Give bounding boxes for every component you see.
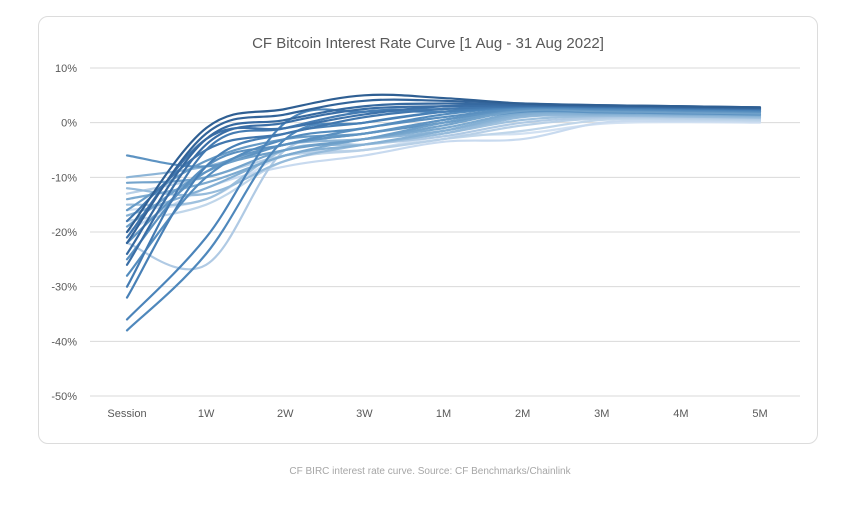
- x-axis: Session 1W 2W 3W 1M 2M 3M 4M 5M: [107, 408, 767, 420]
- figure-caption: CF BIRC interest rate curve. Source: CF …: [289, 466, 571, 477]
- x-tick-label: 2W: [277, 408, 294, 420]
- series-line: [125, 104, 762, 299]
- x-tick-label: 4M: [673, 408, 688, 420]
- x-tick-label: 1M: [436, 408, 451, 420]
- y-tick-label: -50%: [51, 391, 77, 403]
- chart-card: CF Bitcoin Interest Rate Curve [1 Aug - …: [38, 16, 818, 444]
- x-tick-label: 5M: [752, 408, 767, 420]
- series-line: [125, 108, 762, 228]
- y-tick-label: 0%: [61, 118, 77, 130]
- x-tick-label: 3W: [356, 408, 373, 420]
- y-tick-label: -40%: [51, 336, 77, 348]
- chart-title: CF Bitcoin Interest Rate Curve [1 Aug - …: [252, 35, 604, 52]
- x-tick-label: Session: [107, 408, 146, 420]
- y-tick-label: -30%: [51, 282, 77, 294]
- x-tick-label: 3M: [594, 408, 609, 420]
- y-axis: 10% 0% -10% -20% -30% -40% -50%: [51, 63, 77, 403]
- series-lines: [125, 93, 762, 332]
- y-tick-label: -20%: [51, 227, 77, 239]
- grid-lines: [90, 67, 800, 397]
- series-line: [125, 106, 762, 332]
- x-tick-label: 1W: [198, 408, 215, 420]
- y-tick-label: 10%: [55, 63, 77, 75]
- series-line: [125, 93, 762, 234]
- x-tick-label: 2M: [515, 408, 530, 420]
- y-tick-label: -10%: [51, 172, 77, 184]
